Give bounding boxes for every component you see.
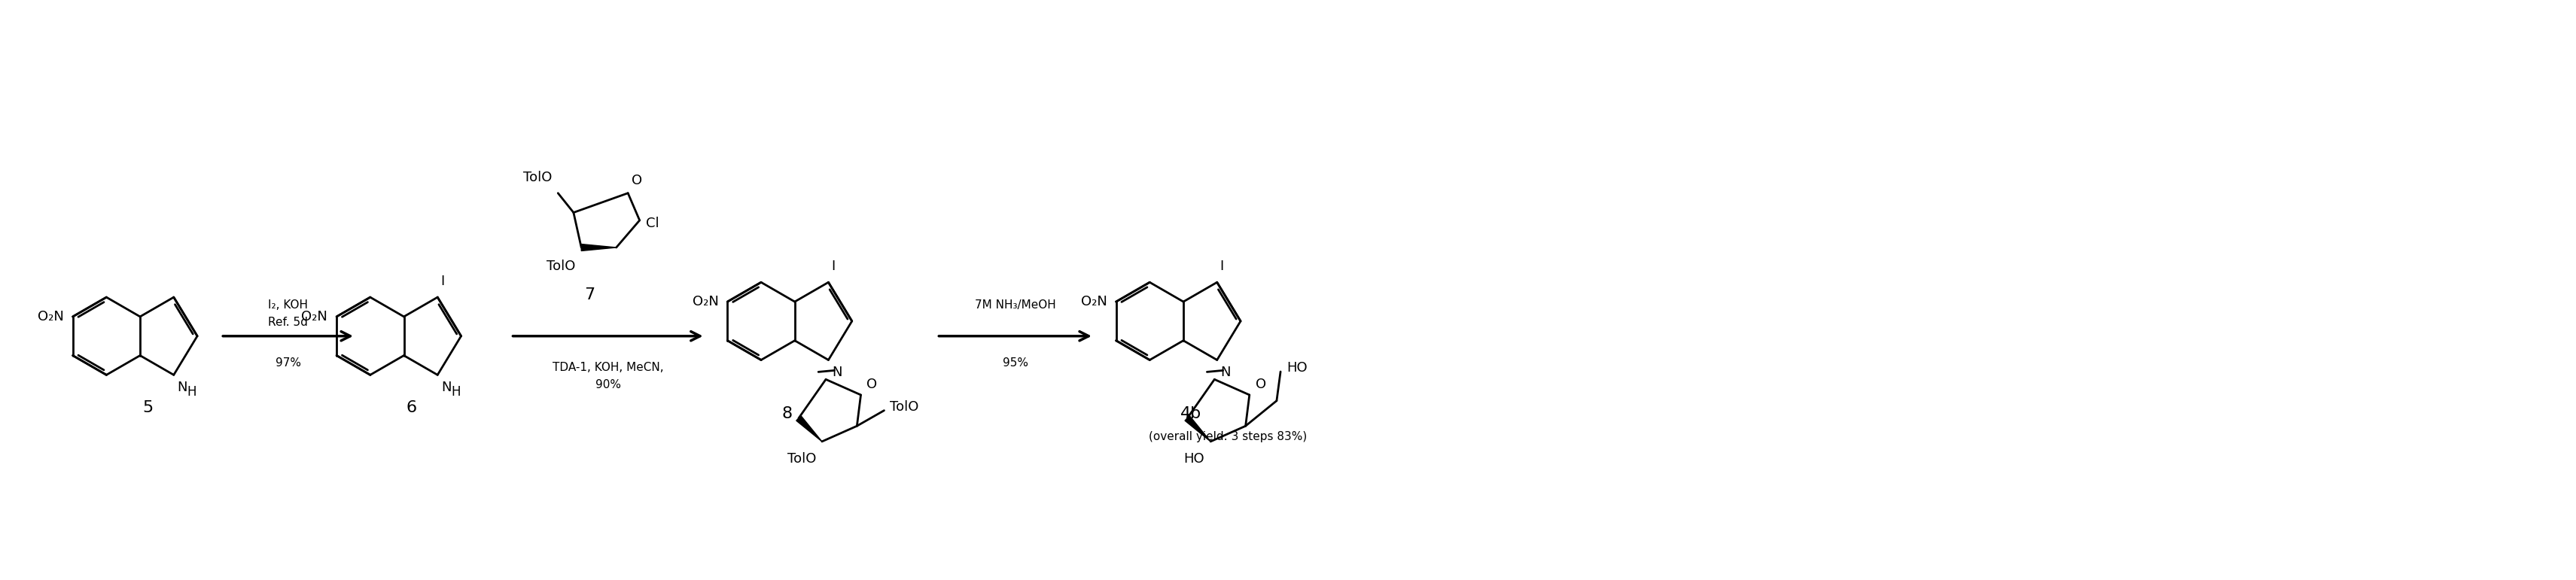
Text: I: I [832,260,835,273]
Text: I₂, KOH: I₂, KOH [268,299,309,310]
Text: N: N [440,381,451,394]
Text: O₂N: O₂N [39,310,64,324]
Text: TDA-1, KOH, MeCN,: TDA-1, KOH, MeCN, [551,362,662,373]
Text: 8: 8 [781,406,793,421]
Text: O: O [631,173,641,187]
Text: HO: HO [1182,452,1203,466]
Text: 90%: 90% [595,379,621,390]
Text: TolO: TolO [786,452,817,466]
Text: TolO: TolO [889,400,920,414]
Text: I: I [1218,260,1224,273]
Text: O₂N: O₂N [1079,295,1108,309]
Text: N: N [832,366,842,379]
Text: 6: 6 [407,400,417,415]
Text: H: H [451,385,461,399]
Text: TolO: TolO [523,171,551,184]
Text: 7M NH₃/MeOH: 7M NH₃/MeOH [974,299,1056,310]
Text: (overall yield: 3 steps 83%): (overall yield: 3 steps 83%) [1149,432,1306,443]
Polygon shape [1185,416,1211,441]
Text: O: O [1255,378,1265,391]
Text: N: N [1221,366,1231,379]
Polygon shape [796,416,822,441]
Text: Ref. 5d: Ref. 5d [268,317,309,328]
Text: 7: 7 [585,288,595,303]
Text: TolO: TolO [546,259,574,273]
Text: 4b: 4b [1180,406,1200,421]
Polygon shape [582,244,616,251]
Text: O: O [866,378,878,391]
Text: 97%: 97% [276,357,301,369]
Text: HO: HO [1285,361,1306,375]
Text: 95%: 95% [1002,357,1028,369]
Text: O₂N: O₂N [301,310,327,324]
Text: 5: 5 [142,400,152,415]
Text: Cl: Cl [647,216,659,230]
Text: O₂N: O₂N [693,295,719,309]
Text: N: N [178,381,188,394]
Text: H: H [188,385,196,399]
Text: I: I [440,275,443,288]
